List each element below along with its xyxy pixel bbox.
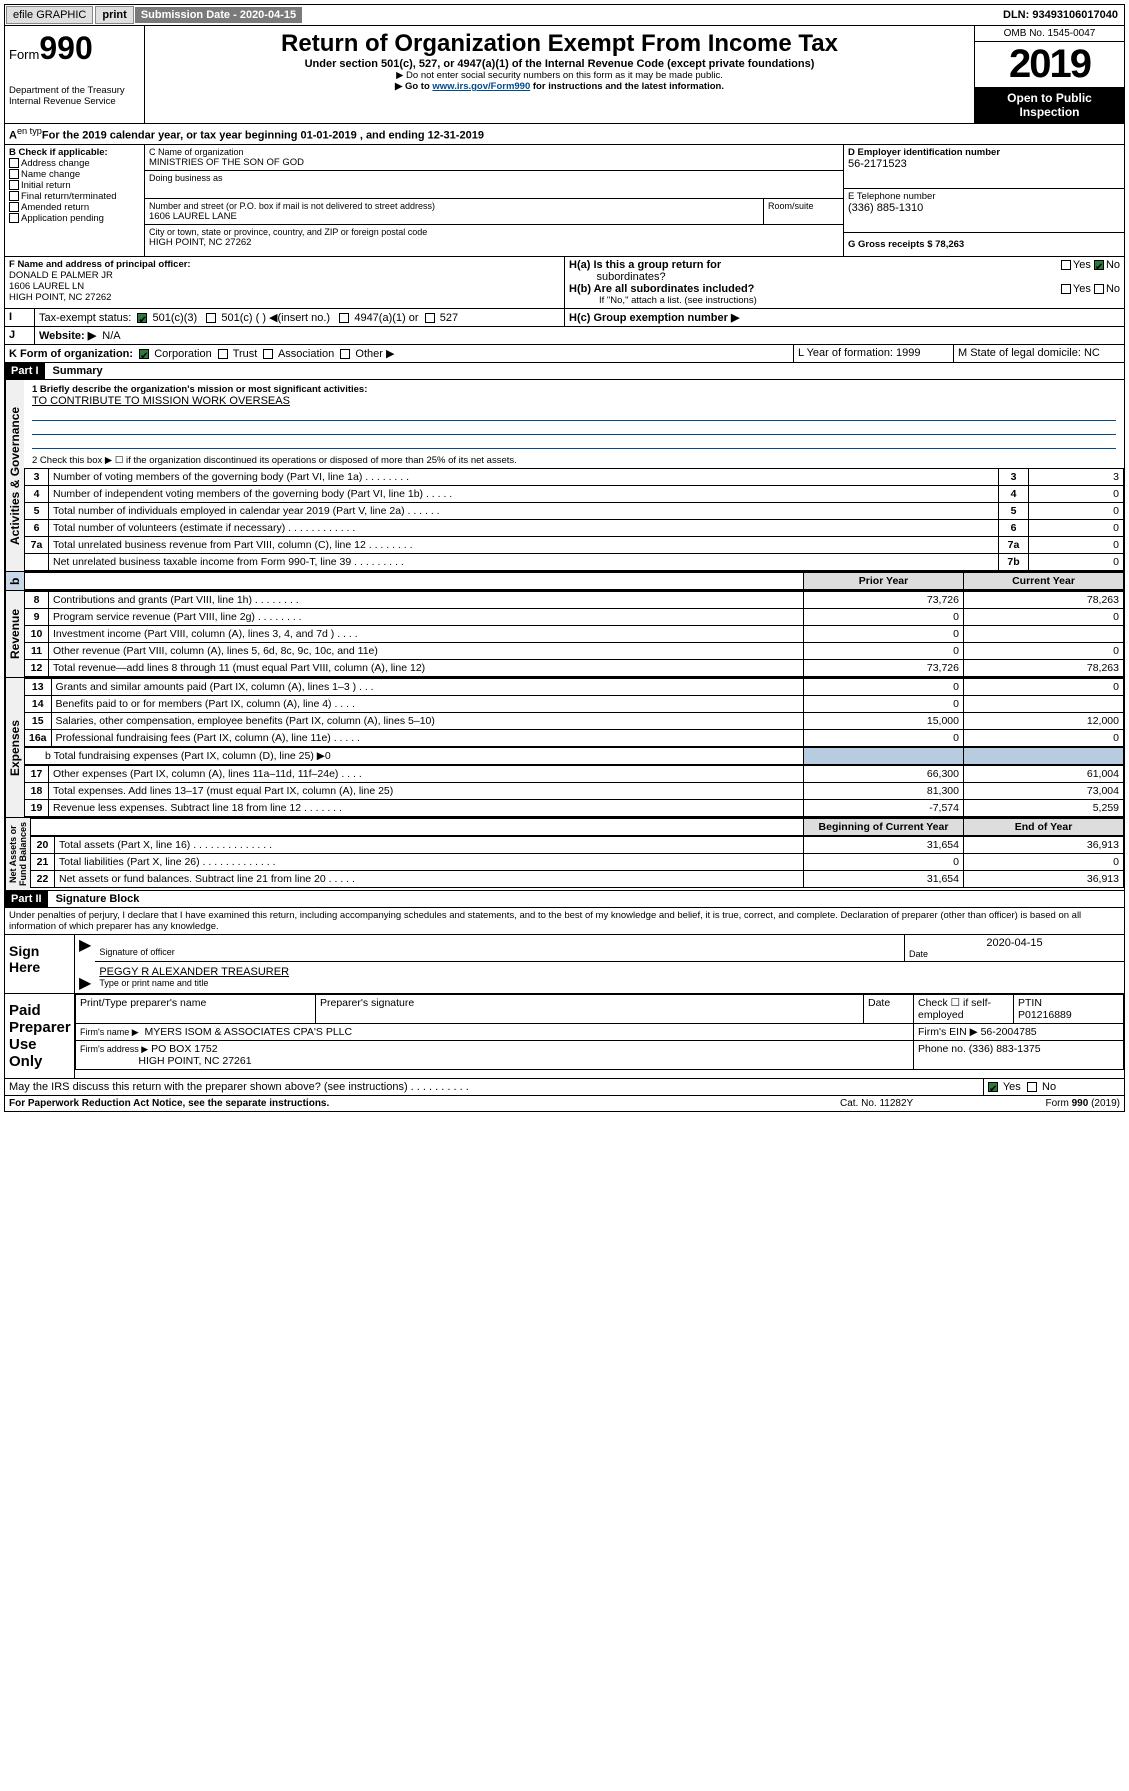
dba-label: Doing business as — [149, 173, 839, 183]
chk-address[interactable]: Address change — [21, 158, 90, 169]
f-label: F Name and address of principal officer: — [9, 259, 560, 270]
part1-hdr: Part I — [5, 363, 45, 379]
chk-501c3[interactable] — [137, 313, 147, 323]
tax-year: 2019 — [975, 42, 1124, 87]
sig-date: 2020-04-15 — [909, 937, 1120, 949]
prep-name-label: Print/Type preparer's name — [76, 994, 316, 1023]
chk-final[interactable]: Final return/terminated — [21, 191, 117, 202]
officer-addr2: HIGH POINT, NC 27262 — [9, 292, 560, 303]
hb-label: H(b) Are all subordinates included? — [569, 283, 754, 295]
firm-ein: Firm's EIN ▶ 56-2004785 — [914, 1023, 1124, 1040]
irs-link[interactable]: www.irs.gov/Form990 — [432, 81, 530, 92]
prior-year-hdr: Prior Year — [804, 572, 964, 589]
ha-no-check[interactable] — [1094, 260, 1104, 270]
website: N/A — [102, 330, 120, 342]
form-header: Form990 Department of the Treasury Inter… — [4, 26, 1125, 124]
pra-notice: For Paperwork Reduction Act Notice, see … — [9, 1098, 840, 1109]
eoy-hdr: End of Year — [964, 818, 1124, 835]
state-domicile: M State of legal domicile: NC — [954, 345, 1124, 362]
d-label: D Employer identification number — [848, 147, 1120, 158]
sign-here: Sign Here — [5, 935, 75, 993]
b-label: B Check if applicable: — [9, 147, 140, 158]
year-formation: L Year of formation: 1999 — [794, 345, 954, 362]
officer-typed-name: PEGGY R ALEXANDER TREASURER — [99, 966, 1120, 978]
e-label: E Telephone number — [848, 191, 1120, 202]
form-subtitle: Under section 501(c), 527, or 4947(a)(1)… — [149, 58, 970, 70]
part2-title: Signature Block — [48, 891, 148, 907]
city-label: City or town, state or province, country… — [149, 227, 839, 237]
line2: 2 Check this box ▶ ☐ if the organization… — [24, 453, 1124, 468]
discuss-yes[interactable] — [988, 1082, 998, 1092]
telephone: (336) 885-1310 — [848, 202, 1120, 214]
chk-initial[interactable]: Initial return — [21, 180, 71, 191]
j-label: J — [5, 327, 35, 344]
form-link-line: ▶ Go to www.irs.gov/Form990 for instruct… — [149, 81, 970, 92]
mission: TO CONTRIBUTE TO MISSION WORK OVERSEAS — [32, 395, 1116, 407]
line16b: b Total fundraising expenses (Part IX, c… — [25, 747, 804, 764]
dln: DLN: 93493106017040 — [997, 7, 1124, 23]
chk-application[interactable]: Application pending — [21, 213, 104, 224]
efile-button[interactable]: efile GRAPHIC — [6, 6, 93, 24]
gross-receipts: G Gross receipts $ 78,263 — [844, 233, 1124, 256]
chk-amended[interactable]: Amended return — [21, 202, 89, 213]
officer-name: DONALD E PALMER JR — [9, 270, 560, 281]
k-label: K Form of organization: — [9, 348, 133, 360]
discuss-label: May the IRS discuss this return with the… — [9, 1081, 469, 1093]
bcy-hdr: Beginning of Current Year — [804, 818, 964, 835]
street-label: Number and street (or P.O. box if mail i… — [149, 201, 759, 211]
chk-name[interactable]: Name change — [21, 169, 80, 180]
self-employed[interactable]: Check ☐ if self-employed — [914, 994, 1014, 1023]
form-title: Return of Organization Exempt From Incom… — [149, 30, 970, 58]
line-a: Aen typFor the 2019 calendar year, or ta… — [5, 124, 1124, 144]
tab-activities: Activities & Governance — [5, 380, 24, 571]
i-label: I — [5, 309, 35, 326]
hb-note: If "No," attach a list. (see instruction… — [569, 295, 1120, 306]
part1-title: Summary — [45, 363, 111, 379]
print-button[interactable]: print — [95, 6, 133, 24]
tab-netassets: Net Assets orFund Balances — [5, 818, 30, 890]
open-public: Open to PublicInspection — [975, 87, 1124, 123]
line1-label: 1 Briefly describe the organization's mi… — [32, 384, 1116, 395]
tab-expenses: Expenses — [5, 678, 24, 817]
form-number: Form990 — [9, 30, 140, 67]
current-year-hdr: Current Year — [964, 572, 1124, 589]
irs-label: Internal Revenue Service — [9, 96, 140, 107]
paid-preparer: Paid Preparer Use Only — [5, 994, 75, 1078]
c-label: C Name of organization — [149, 147, 839, 157]
room-label: Room/suite — [763, 199, 843, 224]
chk-corp[interactable] — [139, 349, 149, 359]
dept-label: Department of the Treasury — [9, 85, 140, 96]
ein: 56-2171523 — [848, 158, 1120, 170]
prep-sig-label: Preparer's signature — [316, 994, 864, 1023]
cat-no: Cat. No. 11282Y — [840, 1098, 1000, 1109]
topbar: efile GRAPHIC print Submission Date - 20… — [4, 4, 1125, 26]
ha-label: H(a) Is this a group return for — [569, 259, 721, 271]
entity-block: B Check if applicable: Address change Na… — [4, 145, 1125, 257]
officer-addr1: 1606 LAUREL LN — [9, 281, 560, 292]
street: 1606 LAUREL LANE — [149, 211, 759, 222]
tab-b: b — [5, 572, 24, 590]
omb: OMB No. 1545-0047 — [975, 26, 1124, 42]
ptin: P01216889 — [1018, 1009, 1072, 1021]
city: HIGH POINT, NC 27262 — [149, 237, 839, 248]
tab-revenue: Revenue — [5, 591, 24, 677]
org-name: MINISTRIES OF THE SON OF GOD — [149, 157, 839, 168]
declaration: Under penalties of perjury, I declare th… — [4, 908, 1125, 935]
hc-label: H(c) Group exemption number ▶ — [569, 312, 739, 324]
sig-officer-label: Signature of officer — [99, 947, 900, 957]
form-note1: ▶ Do not enter social security numbers o… — [149, 70, 970, 81]
firm-addr: PO BOX 1752 — [151, 1043, 218, 1055]
firm-name: MYERS ISOM & ASSOCIATES CPA'S PLLC — [145, 1026, 353, 1038]
part2-hdr: Part II — [5, 891, 48, 907]
firm-phone: Phone no. (336) 883-1375 — [914, 1040, 1124, 1069]
submission-date: Submission Date - 2020-04-15 — [135, 7, 302, 23]
